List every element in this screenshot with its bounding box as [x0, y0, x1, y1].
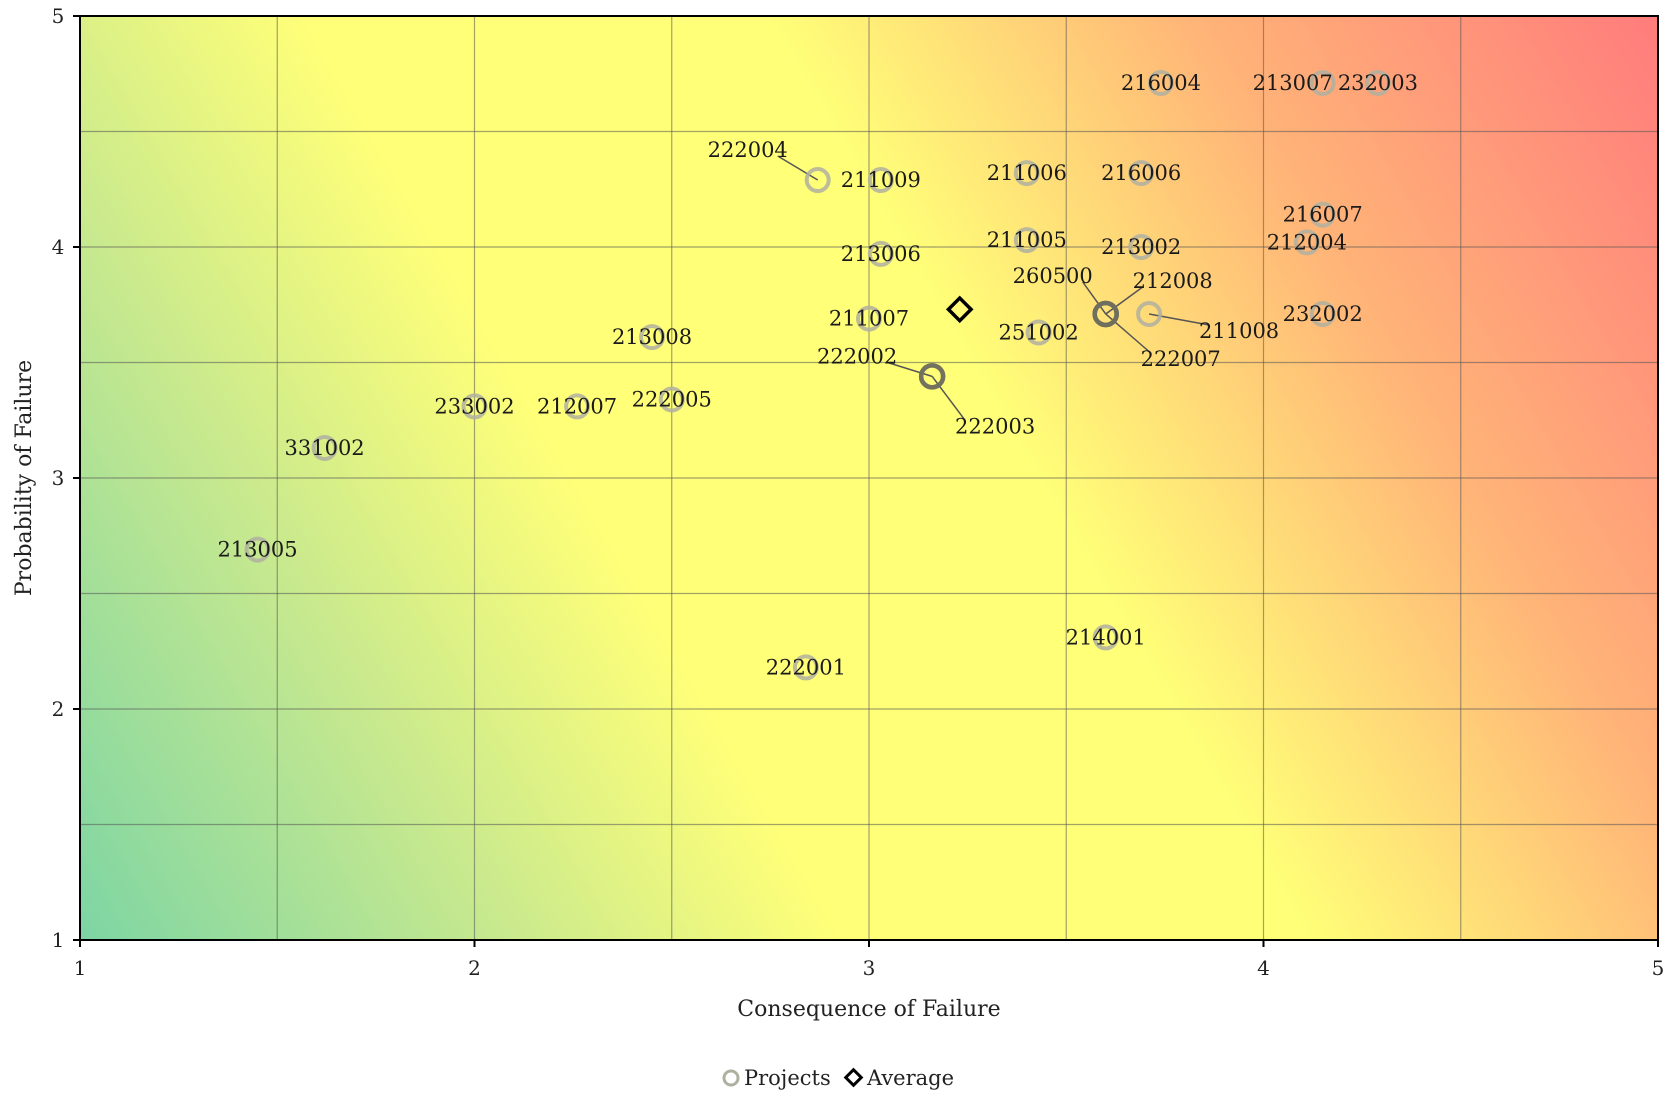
x-tick-label: 3	[863, 956, 876, 980]
y-tick-label: 3	[52, 466, 65, 490]
average-point	[945, 295, 974, 324]
point-label: 222001	[766, 655, 846, 679]
point-label: 213008	[612, 325, 692, 349]
legend-projects-label: Projects	[744, 1066, 831, 1090]
project-point	[564, 393, 591, 420]
project-point	[1128, 234, 1155, 260]
point-label: 331002	[285, 436, 365, 460]
project-point	[1309, 300, 1336, 327]
y-tick-label: 5	[52, 4, 65, 28]
project-point	[867, 167, 894, 194]
x-tick-label: 1	[74, 956, 87, 980]
point-label: 213006	[841, 242, 921, 266]
point-label: 213007	[1253, 71, 1333, 95]
point-label: 222002	[817, 344, 897, 368]
legend: Projects Average	[722, 1066, 954, 1090]
point-label: 251002	[999, 320, 1079, 344]
project-point	[244, 536, 271, 563]
point-label: 211005	[987, 228, 1067, 252]
grid-lines	[80, 16, 1658, 940]
project-points	[244, 69, 1391, 681]
y-axis-title: Probability of Failure	[12, 360, 37, 596]
point-label: 232003	[1338, 71, 1418, 95]
project-point	[1013, 227, 1040, 254]
point-label: 211006	[987, 161, 1067, 185]
point-label: 214001	[1066, 625, 1146, 649]
project-point	[658, 386, 685, 413]
leader-line	[777, 155, 819, 181]
y-tick-label: 1	[52, 928, 65, 952]
project-point	[461, 393, 488, 420]
project-point	[1364, 69, 1391, 96]
project-point	[639, 324, 666, 351]
project-point	[1013, 160, 1040, 187]
point-label: 212007	[537, 394, 617, 418]
project-point	[1136, 300, 1163, 327]
point-labels: 216004 213007 232003 222004 211009 211006 2160…	[217, 71, 1418, 679]
project-point	[1128, 160, 1155, 187]
project-point	[1092, 624, 1119, 651]
point-label: 260500	[1013, 264, 1093, 288]
point-label: 216006	[1101, 161, 1181, 185]
point-label: 222004	[708, 138, 788, 162]
project-point	[856, 305, 882, 332]
point-label: 213005	[217, 538, 297, 562]
point-label: 222007	[1141, 347, 1221, 371]
point-label: 233002	[434, 394, 514, 418]
project-point	[1309, 201, 1336, 228]
project-point	[311, 434, 338, 461]
project-point	[792, 654, 819, 681]
point-label: 211009	[841, 168, 921, 192]
point-label: 232002	[1283, 302, 1363, 326]
point-label: 212004	[1267, 230, 1347, 254]
point-label: 222005	[632, 387, 712, 411]
legend-average-marker	[843, 1067, 864, 1088]
leader-line	[1105, 286, 1144, 315]
x-tick-label: 5	[1652, 956, 1665, 980]
average-marker	[945, 295, 974, 324]
leader-line	[886, 361, 933, 378]
project-point	[1025, 319, 1052, 346]
project-point	[1092, 300, 1119, 328]
point-label: 211008	[1199, 319, 1279, 343]
project-point	[1293, 229, 1320, 256]
x-tick-label: 2	[468, 956, 481, 980]
legend-projects-marker	[722, 1069, 740, 1087]
legend-average-label: Average	[866, 1066, 954, 1090]
x-tick-label: 4	[1257, 956, 1270, 980]
project-point	[918, 363, 946, 390]
x-axis-title: Consequence of Failure	[737, 997, 1000, 1022]
project-point	[1309, 69, 1336, 96]
point-label: 222003	[955, 414, 1035, 438]
leader-line	[1082, 281, 1107, 315]
point-label: 216007	[1283, 203, 1363, 227]
y-tick-label: 4	[52, 235, 65, 259]
axis-ticks: 1 2 3 4 5 1 2 3 4 5	[52, 4, 1665, 980]
project-point	[804, 167, 831, 194]
y-tick-label: 2	[52, 697, 65, 721]
point-label: 213002	[1101, 235, 1181, 259]
project-point	[867, 240, 894, 267]
point-label: 216004	[1121, 71, 1201, 95]
point-label: 211007	[829, 307, 909, 331]
project-point	[1147, 69, 1174, 96]
point-label: 212008	[1133, 269, 1213, 293]
